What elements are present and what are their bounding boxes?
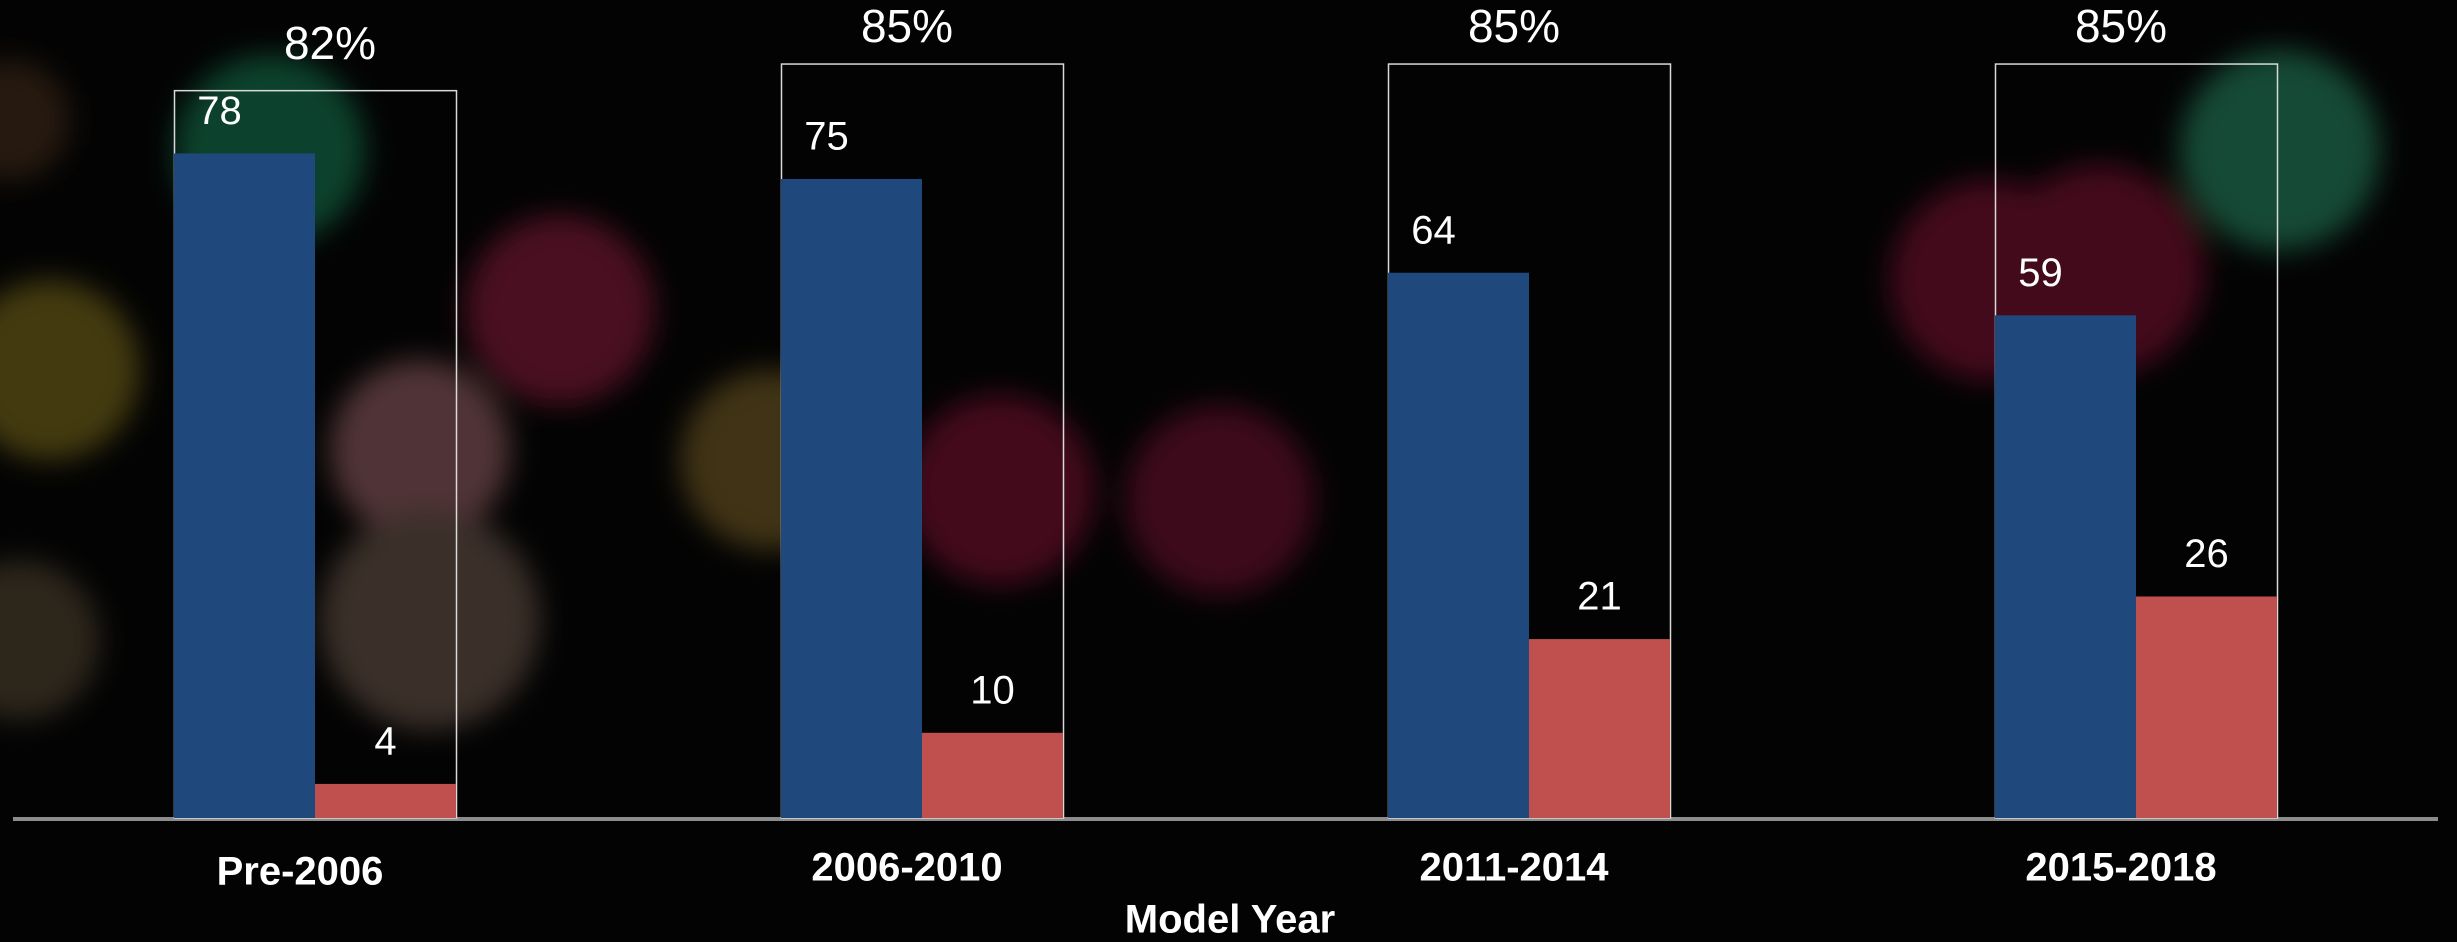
- value-label: 26: [2184, 532, 2229, 576]
- bar: [1388, 272, 1529, 819]
- value-label: 21: [1577, 575, 1622, 619]
- bar: [315, 783, 456, 818]
- value-label: 10: [970, 668, 1015, 712]
- value-label: 75: [804, 115, 849, 159]
- bar: [1529, 639, 1670, 818]
- bar: [1995, 315, 2136, 818]
- value-label: 59: [2018, 251, 2063, 295]
- value-label: 64: [1411, 208, 1456, 252]
- value-label: 4: [374, 719, 396, 763]
- bar: [922, 732, 1063, 818]
- x-tick-label: 2015-2018: [2025, 846, 2216, 890]
- total-label: 85%: [2075, 0, 2167, 52]
- x-axis-label: Model Year: [1125, 898, 1335, 942]
- total-label: 85%: [861, 0, 953, 52]
- bar: [781, 179, 922, 818]
- bar: [174, 153, 315, 818]
- x-tick-label: Pre-2006: [217, 850, 384, 894]
- value-label: 78: [197, 89, 242, 133]
- total-label: 85%: [1468, 0, 1560, 52]
- bar: [2136, 596, 2277, 818]
- background-bokeh: [0, 50, 2380, 730]
- total-label: 82%: [284, 17, 376, 69]
- x-tick-label: 2006-2010: [811, 846, 1002, 890]
- x-tick-label: 2011-2014: [1419, 846, 1609, 890]
